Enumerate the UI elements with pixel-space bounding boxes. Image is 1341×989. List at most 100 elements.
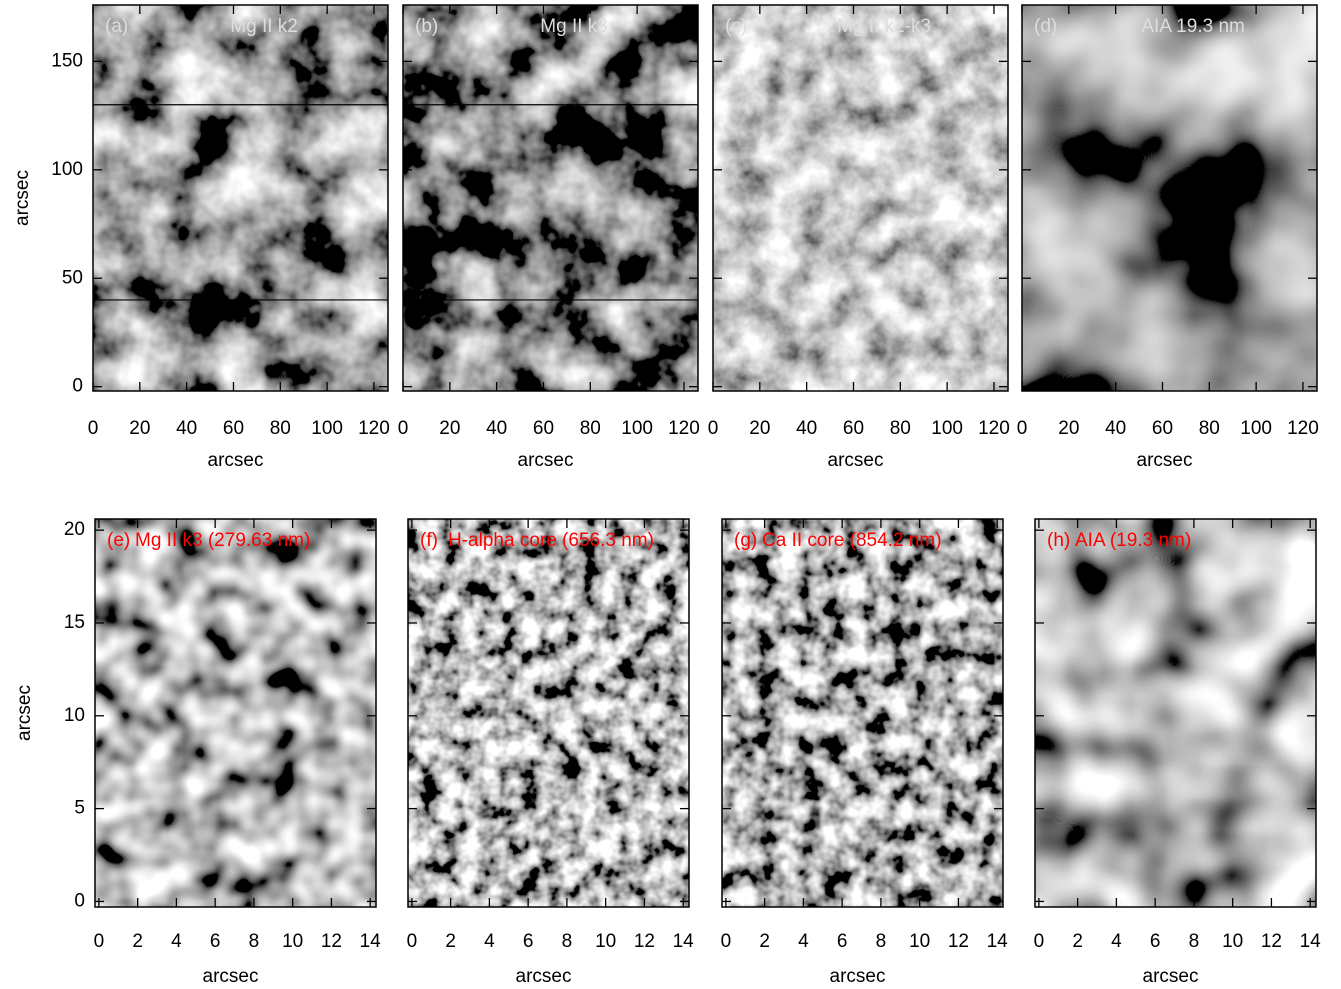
x-tick-label: 100 xyxy=(931,418,963,439)
y-tick-label: 100 xyxy=(51,159,83,180)
panel-title: Mg II k2 xyxy=(230,16,298,37)
panel-frame xyxy=(721,518,1004,908)
x-tick-label: 40 xyxy=(176,418,197,439)
x-tick-label: 10 xyxy=(595,931,616,952)
x-tick-label: 2 xyxy=(759,931,770,952)
x-tick-label: 80 xyxy=(270,418,291,439)
panel-frame xyxy=(92,4,389,392)
image-texture xyxy=(408,519,689,907)
x-tick-label: 12 xyxy=(321,931,342,952)
x-tick-label: 4 xyxy=(1111,931,1122,952)
x-tick-label: 10 xyxy=(909,931,930,952)
x-tick-label: 40 xyxy=(796,418,817,439)
x-tick-label: 0 xyxy=(708,418,719,439)
x-tick-label: 4 xyxy=(798,931,809,952)
panel-label: (f) xyxy=(420,530,438,551)
x-tick-label: 100 xyxy=(1240,418,1272,439)
x-tick-label: 60 xyxy=(223,418,244,439)
y-tick-label: 5 xyxy=(74,798,85,819)
panel-frame xyxy=(407,518,690,908)
x-tick-label: 100 xyxy=(621,418,653,439)
x-tick-label: 8 xyxy=(876,931,887,952)
x-tick-label: 0 xyxy=(721,931,732,952)
x-axis-label: arcsec xyxy=(516,966,572,987)
x-tick-label: 2 xyxy=(1072,931,1083,952)
x-tick-label: 40 xyxy=(486,418,507,439)
y-tick-label: 20 xyxy=(64,519,85,540)
image-texture xyxy=(722,519,1003,907)
panel-label: (h) xyxy=(1047,530,1070,551)
x-tick-label: 4 xyxy=(171,931,182,952)
image-texture xyxy=(1035,519,1316,907)
x-axis-label: arcsec xyxy=(828,450,884,471)
x-tick-label: 2 xyxy=(132,931,143,952)
image-texture xyxy=(95,519,376,907)
y-tick-label: 50 xyxy=(62,267,83,288)
x-axis-label: arcsec xyxy=(208,450,264,471)
x-tick-label: 0 xyxy=(398,418,409,439)
x-tick-label: 80 xyxy=(580,418,601,439)
image-texture xyxy=(93,5,388,391)
x-tick-label: 20 xyxy=(749,418,770,439)
x-tick-label: 12 xyxy=(948,931,969,952)
x-tick-label: 80 xyxy=(890,418,911,439)
y-tick-label: 15 xyxy=(64,612,85,633)
x-tick-label: 8 xyxy=(1189,931,1200,952)
x-tick-label: 12 xyxy=(634,931,655,952)
x-tick-label: 14 xyxy=(673,931,695,952)
x-tick-label: 20 xyxy=(1058,418,1079,439)
x-tick-label: 60 xyxy=(533,418,554,439)
x-tick-label: 120 xyxy=(668,418,700,439)
panel-title: Ca II core (854.2 nm) xyxy=(762,530,942,551)
panel-frame xyxy=(94,518,377,908)
panel-title: Mg II k3 (279.63 nm) xyxy=(135,530,310,551)
x-tick-label: 120 xyxy=(358,418,390,439)
panel-frame xyxy=(1034,518,1317,908)
x-tick-label: 12 xyxy=(1261,931,1282,952)
x-tick-label: 0 xyxy=(88,418,99,439)
y-tick-label: 0 xyxy=(72,376,83,397)
panel-title: Mg II k3 xyxy=(540,16,608,37)
x-tick-label: 6 xyxy=(523,931,534,952)
x-tick-label: 60 xyxy=(1152,418,1173,439)
panel-label: (e) xyxy=(107,530,130,551)
panel-frame xyxy=(712,4,1009,392)
x-tick-label: 2 xyxy=(445,931,456,952)
x-tick-label: 60 xyxy=(843,418,864,439)
x-tick-label: 10 xyxy=(1222,931,1243,952)
x-tick-label: 10 xyxy=(282,931,303,952)
x-axis-label: arcsec xyxy=(830,966,886,987)
panel-label: (g) xyxy=(734,530,757,551)
x-tick-label: 14 xyxy=(987,931,1009,952)
x-tick-label: 0 xyxy=(94,931,105,952)
x-axis-label: arcsec xyxy=(1137,450,1193,471)
y-axis-label: arcsec xyxy=(14,685,35,741)
x-tick-label: 4 xyxy=(484,931,495,952)
x-tick-label: 0 xyxy=(407,931,418,952)
x-tick-label: 120 xyxy=(1287,418,1319,439)
y-axis-label: arcsec xyxy=(12,170,33,226)
image-texture xyxy=(403,5,698,391)
x-axis-label: arcsec xyxy=(1143,966,1199,987)
panel-frame xyxy=(402,4,699,392)
x-tick-label: 20 xyxy=(129,418,150,439)
x-tick-label: 8 xyxy=(562,931,573,952)
image-texture xyxy=(713,5,1008,391)
x-tick-label: 120 xyxy=(978,418,1010,439)
y-tick-label: 0 xyxy=(74,890,85,911)
panel-label: (b) xyxy=(415,16,438,37)
x-tick-label: 80 xyxy=(1199,418,1220,439)
panel-label: (c) xyxy=(725,16,747,37)
x-tick-label: 40 xyxy=(1105,418,1126,439)
panel-label: (a) xyxy=(105,16,128,37)
y-tick-label: 150 xyxy=(51,50,83,71)
x-tick-label: 0 xyxy=(1017,418,1028,439)
panel-title: H-alpha core (656.3 nm) xyxy=(448,530,654,551)
image-texture xyxy=(1022,5,1317,391)
x-tick-label: 100 xyxy=(311,418,343,439)
x-tick-label: 14 xyxy=(360,931,382,952)
x-tick-label: 0 xyxy=(1034,931,1045,952)
panel-title: AIA (19.3 nm) xyxy=(1075,530,1191,551)
panel-title: AIA 19.3 nm xyxy=(1141,16,1245,37)
